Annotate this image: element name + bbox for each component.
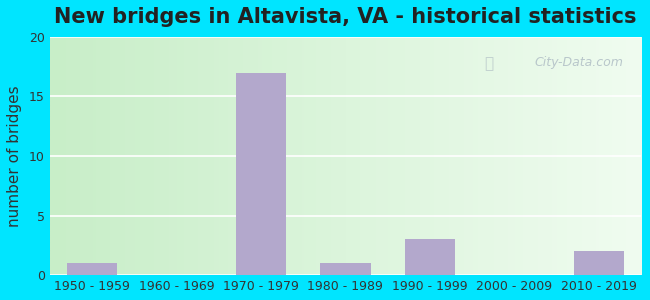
- Bar: [66, 263, 117, 275]
- Text: City-Data.com: City-Data.com: [534, 56, 623, 69]
- Bar: [320, 263, 370, 275]
- Bar: [235, 73, 286, 275]
- Text: ⓘ: ⓘ: [484, 56, 493, 71]
- Y-axis label: number of bridges: number of bridges: [7, 85, 22, 227]
- Bar: [404, 239, 455, 275]
- Title: New bridges in Altavista, VA - historical statistics: New bridges in Altavista, VA - historica…: [54, 7, 636, 27]
- Bar: [573, 251, 624, 275]
